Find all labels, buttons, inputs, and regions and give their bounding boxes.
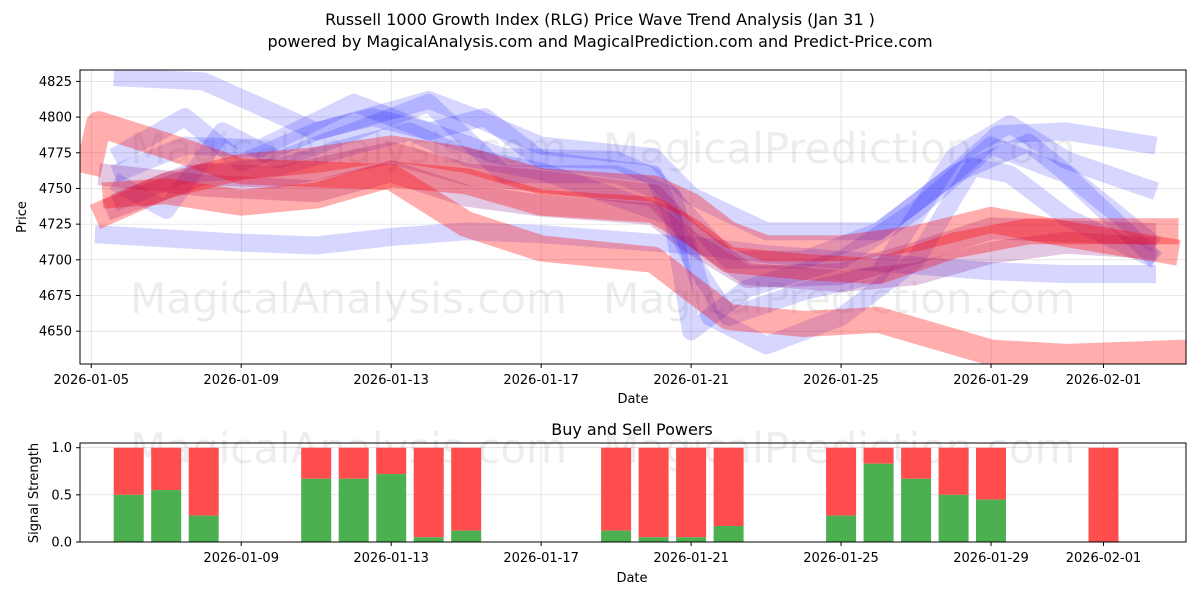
buy-power-bar — [601, 530, 632, 542]
sell-power-bar — [151, 447, 182, 491]
x-tick-label: 2026-01-25 — [803, 551, 879, 566]
y-tick-label: 4775 — [39, 146, 72, 161]
y-tick-label: 0.0 — [51, 536, 72, 551]
watermark-text: MagicalPrediction.com — [603, 124, 1076, 173]
x-tick-label: 2026-02-01 — [1066, 551, 1142, 566]
y-tick-label: 4825 — [39, 75, 72, 90]
x-tick-label: 2026-01-21 — [653, 373, 729, 388]
x-tick-label: 2026-01-17 — [503, 373, 579, 388]
y-axis-label: Price — [15, 201, 30, 233]
watermark-text: MagicalAnalysis.com — [130, 124, 567, 173]
buy-power-bar — [826, 515, 857, 542]
buy-power-bar — [938, 494, 969, 542]
chart-title: Russell 1000 Growth Index (RLG) Price Wa… — [325, 10, 875, 29]
sell-power-bar — [188, 447, 219, 516]
bar-chart-title: Buy and Sell Powers — [551, 420, 713, 439]
y-tick-label: 4750 — [39, 182, 72, 197]
x-axis-label: Date — [616, 571, 647, 586]
wave-series-blue-wave-2 — [109, 108, 1159, 326]
sell-power-bar — [376, 447, 407, 475]
sell-power-bar — [976, 447, 1006, 500]
wave-series-blue-wave-1 — [113, 70, 1158, 241]
watermark-text: MagicalPrediction.com — [603, 274, 1076, 323]
sell-power-bar — [451, 447, 482, 531]
buy-power-bar — [113, 494, 144, 542]
watermark-text: MagicalAnalysis.com — [130, 274, 567, 323]
sell-power-bar — [413, 447, 444, 538]
sell-power-bar — [301, 447, 332, 479]
buy-power-bar — [638, 537, 669, 542]
x-tick-label: 2026-01-05 — [53, 373, 129, 388]
y-tick-label: 1.0 — [51, 441, 72, 456]
buy-power-bar — [188, 515, 219, 542]
buy-power-bar — [301, 478, 332, 542]
sell-power-bar — [601, 447, 632, 531]
x-tick-label: 2026-01-17 — [503, 551, 579, 566]
sell-power-bar — [713, 447, 744, 526]
chart-subtitle: powered by MagicalAnalysis.com and Magic… — [267, 32, 932, 51]
wave-series-purple-wave-2 — [102, 141, 1157, 293]
wave-series-red-wave-1 — [80, 111, 1186, 364]
buy-sell-panel: Buy and Sell Powers MagicalAnalysis.com … — [27, 420, 1187, 586]
buy-power-bar — [976, 499, 1006, 542]
y-tick-label: 4650 — [39, 325, 72, 340]
sell-power-bar — [638, 447, 669, 538]
wave-series-purple-wave-1 — [97, 160, 1157, 288]
sell-power-bar — [863, 447, 894, 464]
x-tick-label: 2026-01-29 — [953, 373, 1029, 388]
x-tick-label: 2026-01-13 — [353, 373, 429, 388]
x-tick-label: 2026-01-25 — [803, 373, 879, 388]
sell-power-bar — [938, 447, 969, 495]
buy-power-bar — [901, 478, 932, 542]
wave-series-red-wave-2 — [89, 135, 1181, 266]
wave-series-blue-wave-5 — [110, 122, 1163, 341]
price-wave-panel: MagicalAnalysis.com MagicalPrediction.co… — [15, 69, 1187, 407]
buy-power-bar — [151, 490, 182, 542]
wave-series-red-wave-3 — [101, 161, 1179, 285]
y-tick-label: 4725 — [39, 218, 72, 233]
buy-power-bar — [376, 474, 407, 542]
x-tick-label: 2026-01-29 — [953, 551, 1029, 566]
buy-power-bar — [713, 526, 744, 542]
y-tick-label: 4800 — [39, 111, 72, 126]
x-tick-label: 2026-01-09 — [203, 551, 279, 566]
y-tick-label: 4675 — [39, 289, 72, 304]
wave-series-blue-wave-6 — [110, 93, 1162, 269]
sell-power-bar — [338, 447, 369, 479]
wave-series-blue-wave-4 — [109, 93, 1160, 355]
plot-background — [80, 70, 1186, 364]
x-tick-label: 2026-02-01 — [1066, 373, 1142, 388]
x-tick-label: 2026-01-09 — [203, 373, 279, 388]
sell-power-bar — [113, 447, 144, 495]
x-tick-label: 2026-01-21 — [653, 551, 729, 566]
buy-power-bar — [676, 537, 707, 542]
sell-power-bar — [676, 447, 707, 538]
buy-power-bar — [413, 537, 444, 542]
buy-power-bar — [863, 463, 894, 542]
y-axis-label: Signal Strength — [27, 443, 42, 543]
x-axis-label: Date — [617, 392, 648, 407]
buy-power-bar — [451, 530, 482, 542]
x-tick-label: 2026-01-13 — [353, 551, 429, 566]
buy-power-bar — [338, 478, 369, 542]
sell-power-bar — [1088, 447, 1119, 542]
y-tick-label: 4700 — [39, 253, 72, 268]
sell-power-bar — [826, 447, 857, 516]
plot-frame — [79, 442, 1187, 543]
plot-frame — [79, 69, 1187, 365]
y-tick-label: 0.5 — [51, 488, 72, 503]
sell-power-bar — [901, 447, 932, 479]
wave-series-blue-wave-3 — [94, 222, 1156, 284]
